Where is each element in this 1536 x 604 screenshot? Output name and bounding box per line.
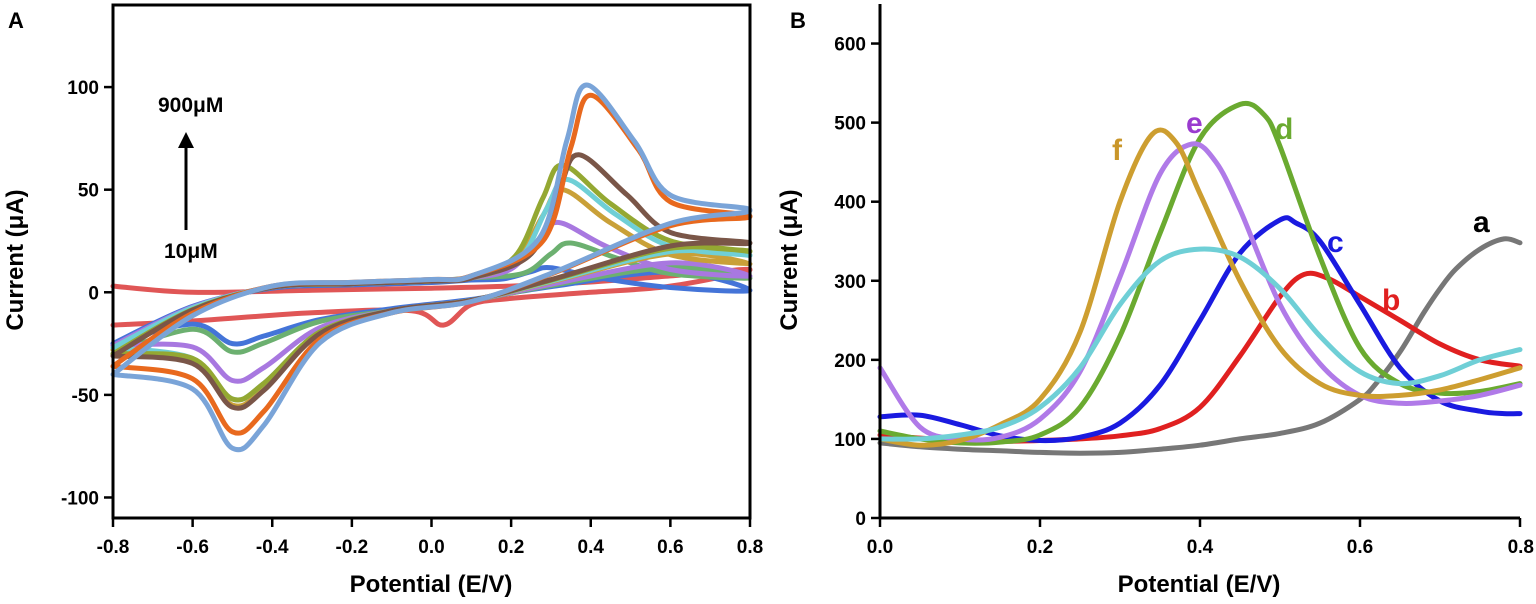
curve-label-c: c [1327, 226, 1344, 259]
x-tick-label: -0.8 [97, 537, 130, 558]
cv-curve-10 [110, 82, 753, 453]
dpv-curve-f [877, 127, 1523, 448]
y-tick-label: -50 [72, 386, 99, 407]
x-tick-label: 0.6 [1347, 537, 1373, 558]
x-tick-label: -0.6 [176, 537, 209, 558]
x-tick-label: 0.8 [737, 537, 763, 558]
panel-a-x-ticks: -0.8 -0.6 -0.4 -0.2 0.0 0.2 0.4 0.6 0.8 [97, 518, 763, 558]
y-tick-label: 400 [834, 193, 866, 214]
dpv-curve-cyan [877, 246, 1523, 442]
panel-b-x-ticks: 0.0 0.2 0.4 0.6 0.8 [867, 518, 1534, 558]
dpv-curve-a [877, 236, 1523, 456]
x-tick-label: 0.4 [1187, 537, 1214, 558]
annotation-900um: 900μM [158, 94, 223, 117]
x-tick-label: 0.8 [1508, 537, 1534, 558]
x-tick-label: 0.4 [578, 537, 605, 558]
panel-a-y-ticks: -100 -50 0 50 100 [61, 78, 113, 509]
y-tick-label: 50 [78, 181, 99, 202]
y-tick-label: 200 [834, 351, 866, 372]
y-tick-label: 300 [834, 272, 866, 293]
dpv-curve-b [877, 270, 1523, 444]
y-tick-label: 600 [834, 35, 866, 56]
panel-b-y-ticks: 0 100 200 300 400 500 600 [834, 35, 880, 530]
x-tick-label: 0.0 [867, 537, 893, 558]
panel-a-y-axis-title: Current (μA) [2, 189, 29, 330]
panel-b-y-axis-title: Current (μA) [776, 189, 803, 330]
concentration-arrow-head [178, 132, 194, 148]
panel-a-letter: A [8, 8, 24, 33]
x-tick-label: 0.0 [418, 537, 444, 558]
panel-b-curves [877, 100, 1523, 456]
y-tick-label: 0 [88, 283, 99, 304]
y-tick-label: 100 [834, 430, 866, 451]
y-tick-label: 500 [834, 114, 866, 135]
x-tick-label: 0.2 [1027, 537, 1053, 558]
curve-label-d: d [1275, 113, 1293, 146]
x-tick-label: -0.4 [256, 537, 289, 558]
annotation-10um: 10μM [164, 240, 218, 263]
panel-a: A -0.8 -0.6 -0.4 -0.2 0.0 0.2 0.4 0.6 0.8 -100 -5… [2, 3, 763, 598]
panel-a-curves [110, 82, 753, 453]
curve-label-b: b [1382, 284, 1400, 317]
y-tick-label: 0 [855, 509, 866, 530]
dpv-curve-e [877, 141, 1523, 443]
x-tick-label: 0.2 [498, 537, 524, 558]
x-tick-label: 0.6 [657, 537, 683, 558]
panel-a-x-axis-title: Potential (E/V) [350, 571, 513, 598]
y-tick-label: 100 [67, 78, 99, 99]
y-tick-label: -100 [61, 488, 99, 509]
curve-label-f: f [1112, 134, 1123, 167]
curve-label-e: e [1186, 107, 1203, 140]
panel-b-letter: B [790, 8, 806, 33]
panel-b-x-axis-title: Potential (E/V) [1118, 571, 1281, 598]
x-tick-label: -0.2 [336, 537, 369, 558]
curve-label-a: a [1473, 206, 1490, 239]
